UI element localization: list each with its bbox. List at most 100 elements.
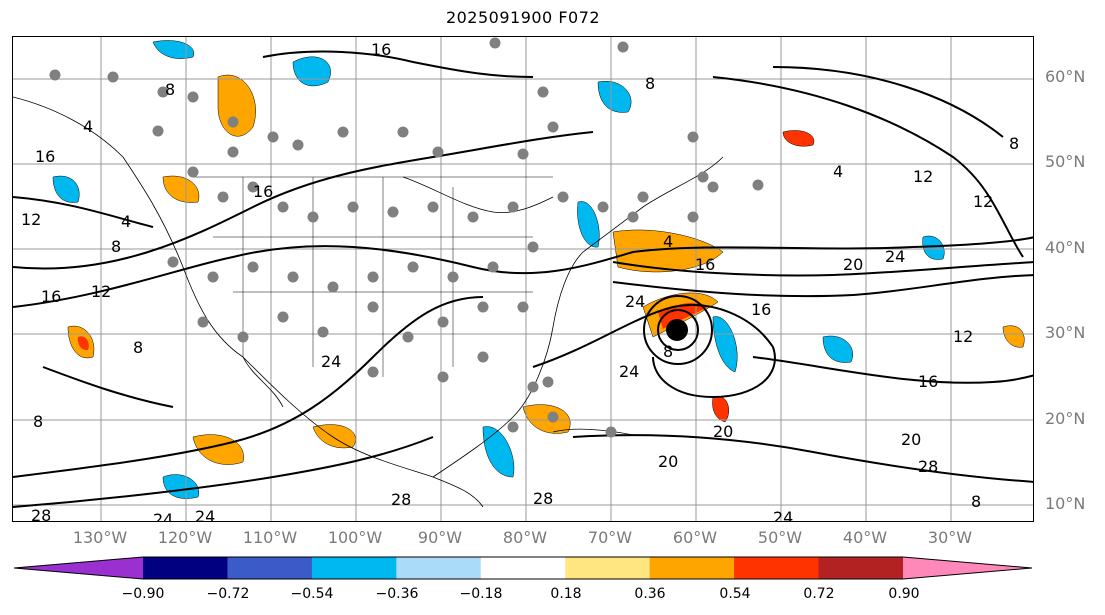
colorbar-segment bbox=[396, 557, 482, 579]
contour-label: 24 bbox=[885, 247, 905, 266]
colorbar-tick-label: −0.72 bbox=[206, 586, 250, 602]
contour-label: 24 bbox=[321, 352, 341, 371]
contour-label: 28 bbox=[918, 457, 938, 476]
contour-label: 4 bbox=[83, 117, 93, 136]
contour-label: 28 bbox=[391, 490, 411, 509]
lat-label: 40°N bbox=[1045, 238, 1086, 257]
contour-label: 8 bbox=[165, 80, 175, 99]
contour-label: 16 bbox=[253, 182, 273, 201]
shaded-patch bbox=[597, 80, 632, 113]
contour-label: 4 bbox=[833, 162, 843, 181]
coastlines bbox=[13, 96, 724, 508]
colorbar-segment bbox=[227, 557, 313, 579]
lon-label: 120°W bbox=[157, 528, 213, 547]
shaded-patch bbox=[162, 175, 200, 203]
contour-label: 28 bbox=[533, 489, 553, 508]
colorbar-tick-label: −0.54 bbox=[290, 586, 334, 602]
lon-label: 50°W bbox=[757, 528, 803, 547]
shaded-patch bbox=[712, 395, 729, 423]
contour-label: 16 bbox=[35, 147, 55, 166]
contour-label: 16 bbox=[41, 287, 61, 306]
colorbar-segment bbox=[311, 557, 397, 579]
contour-label: 24 bbox=[619, 362, 639, 381]
shaded-patch bbox=[162, 474, 199, 499]
shaded-patch bbox=[482, 426, 515, 478]
shaded-patch bbox=[77, 336, 89, 351]
gridlines bbox=[13, 37, 1033, 521]
contour-label: 4 bbox=[663, 232, 673, 251]
colorbar-segment bbox=[480, 557, 566, 579]
chart-title: 2025091900 F072 bbox=[445, 8, 601, 27]
colorbar-segment bbox=[649, 557, 735, 579]
lon-label: 110°W bbox=[242, 528, 298, 547]
shaded-patch bbox=[52, 175, 80, 203]
contour-label: 16 bbox=[695, 255, 715, 274]
colorbar-segment bbox=[143, 557, 228, 579]
contour-label: 12 bbox=[913, 167, 933, 186]
contour-label: 12 bbox=[21, 210, 41, 229]
contour-label: 8 bbox=[663, 342, 673, 361]
colorbar-segment bbox=[14, 557, 143, 579]
colorbar-segment bbox=[818, 557, 904, 579]
contour-label: 20 bbox=[658, 452, 678, 471]
contour-label: 8 bbox=[1009, 134, 1019, 153]
contour-label: 4 bbox=[121, 212, 131, 231]
colorbar-segment bbox=[903, 557, 1032, 579]
lon-label: 130°W bbox=[72, 528, 128, 547]
colorbar-tick-label: 0.90 bbox=[888, 586, 920, 602]
lon-label: 70°W bbox=[587, 528, 633, 547]
contour-label: 20 bbox=[843, 255, 863, 274]
lon-label: 90°W bbox=[417, 528, 463, 547]
colorbar-tick-label: −0.36 bbox=[375, 586, 419, 602]
shaded-patch bbox=[577, 201, 600, 248]
shaded-patch bbox=[822, 335, 853, 363]
station-markers bbox=[49, 37, 764, 438]
lat-label: 20°N bbox=[1045, 409, 1086, 428]
contour-label: 24 bbox=[773, 508, 793, 522]
contour-label: 20 bbox=[901, 430, 921, 449]
contour-label: 8 bbox=[33, 412, 43, 431]
shaded-patch bbox=[1002, 325, 1025, 348]
colorbar-tick-label: −0.90 bbox=[121, 586, 165, 602]
contour-label: 24 bbox=[625, 292, 645, 311]
shaded-patch bbox=[712, 316, 738, 373]
storm-center-marker bbox=[666, 319, 688, 341]
shaded-patch bbox=[522, 404, 571, 434]
contour-label: 8 bbox=[133, 338, 143, 357]
lon-label: 60°W bbox=[672, 528, 718, 547]
lat-label: 30°N bbox=[1045, 323, 1086, 342]
lon-label: 80°W bbox=[502, 528, 548, 547]
lat-label: 60°N bbox=[1045, 67, 1086, 86]
colorbar-tick-label: 0.18 bbox=[550, 586, 582, 602]
contour-label: 12 bbox=[973, 192, 993, 211]
shaded-regions bbox=[52, 40, 1025, 499]
contour-label: 24 bbox=[153, 510, 173, 522]
contour-label: 12 bbox=[91, 282, 111, 301]
contour-label: 28 bbox=[31, 506, 51, 522]
colorbar bbox=[13, 556, 1033, 580]
contour-label: 8 bbox=[645, 74, 655, 93]
lon-label: 100°W bbox=[327, 528, 383, 547]
lat-label: 50°N bbox=[1045, 152, 1086, 171]
shaded-patch bbox=[922, 235, 945, 260]
colorbar-segment bbox=[565, 557, 651, 579]
colorbar-tick-label: 0.36 bbox=[634, 586, 666, 602]
lon-label: 30°W bbox=[927, 528, 973, 547]
lon-label: 40°W bbox=[842, 528, 888, 547]
contour-label: 8 bbox=[111, 237, 121, 256]
contour-labels: 16 8 4 16 12 8 16 12 8 4 8 12 8 24 24 16… bbox=[21, 40, 1019, 522]
colorbar-tick-label: −0.18 bbox=[459, 586, 503, 602]
contour-label: 16 bbox=[751, 300, 771, 319]
shaded-patch bbox=[152, 40, 194, 59]
shaded-patch bbox=[312, 424, 356, 449]
contour-lines bbox=[13, 50, 1033, 508]
contour-label: 12 bbox=[953, 327, 973, 346]
map-panel[interactable]: 16 8 4 16 12 8 16 12 8 4 8 12 8 24 24 16… bbox=[12, 36, 1034, 522]
contour-label: 16 bbox=[371, 40, 391, 59]
shaded-patch bbox=[782, 130, 815, 147]
colorbar-tick-label: 0.54 bbox=[719, 586, 751, 602]
colorbar-outline bbox=[13, 556, 1033, 580]
contour-label: 8 bbox=[971, 492, 981, 511]
shaded-patch bbox=[292, 56, 331, 87]
shaded-patch bbox=[217, 74, 256, 137]
